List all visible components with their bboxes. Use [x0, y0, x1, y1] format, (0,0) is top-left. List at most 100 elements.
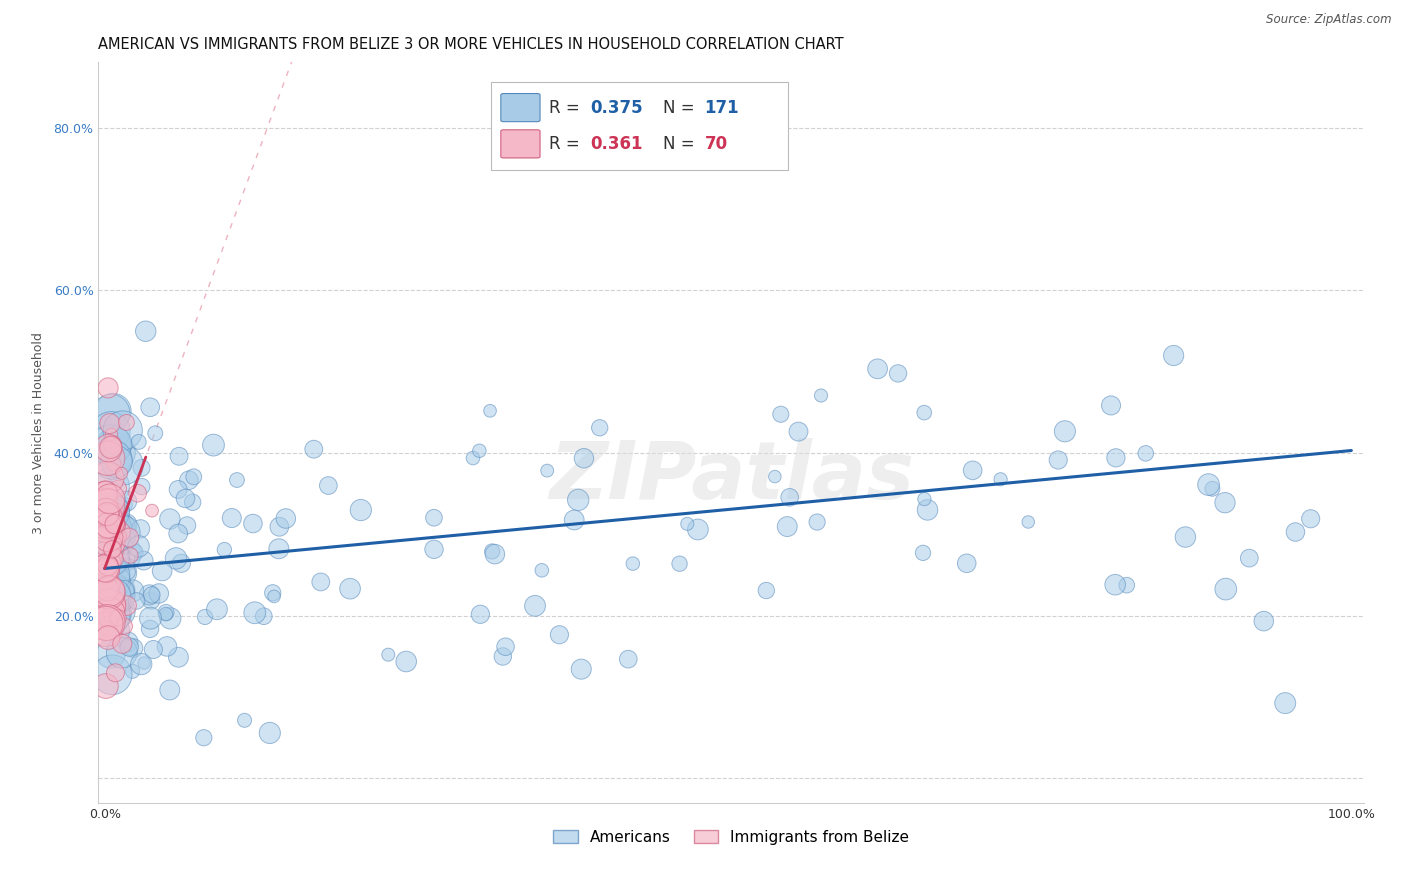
- Point: [155, 607, 177, 621]
- Point: [100, 528, 122, 542]
- Point: [183, 470, 205, 484]
- Point: [97, 518, 120, 533]
- Point: [562, 513, 585, 527]
- Point: [536, 464, 558, 478]
- Point: [112, 538, 135, 552]
- Point: [94, 505, 117, 519]
- Point: [104, 589, 127, 603]
- Point: [461, 450, 484, 465]
- Point: [481, 544, 503, 558]
- Point: [97, 558, 120, 573]
- Point: [962, 463, 984, 477]
- Point: [1017, 515, 1039, 529]
- Point: [127, 486, 149, 500]
- Point: [138, 588, 160, 602]
- Point: [110, 524, 132, 539]
- Point: [97, 531, 120, 545]
- Point: [104, 445, 127, 459]
- Point: [262, 586, 284, 600]
- Point: [548, 628, 571, 642]
- Point: [96, 514, 118, 528]
- Point: [205, 602, 228, 616]
- Point: [97, 441, 120, 455]
- Point: [117, 635, 139, 649]
- Point: [125, 594, 148, 608]
- Point: [132, 553, 155, 567]
- Point: [124, 545, 146, 559]
- Point: [132, 656, 155, 670]
- Point: [763, 469, 786, 483]
- FancyBboxPatch shape: [491, 82, 787, 169]
- Point: [141, 588, 163, 602]
- Point: [131, 461, 153, 475]
- Point: [120, 549, 142, 563]
- Point: [100, 505, 122, 519]
- Point: [170, 557, 193, 571]
- Point: [107, 482, 129, 496]
- Point: [1213, 496, 1236, 510]
- Point: [97, 577, 120, 591]
- Point: [309, 574, 332, 589]
- Point: [108, 529, 131, 543]
- Point: [141, 593, 163, 607]
- Point: [111, 525, 134, 540]
- Point: [103, 551, 125, 566]
- Point: [769, 407, 792, 421]
- Text: Source: ZipAtlas.com: Source: ZipAtlas.com: [1267, 13, 1392, 27]
- Point: [101, 668, 124, 682]
- Point: [1163, 349, 1185, 363]
- FancyBboxPatch shape: [501, 130, 540, 158]
- Point: [221, 511, 243, 525]
- Point: [104, 539, 127, 553]
- Point: [98, 508, 121, 522]
- Point: [118, 640, 141, 654]
- Text: ZIPatlas: ZIPatlas: [548, 438, 914, 516]
- Point: [104, 516, 127, 530]
- Point: [156, 640, 179, 654]
- Point: [128, 539, 150, 553]
- Point: [110, 527, 132, 541]
- Point: [96, 582, 118, 597]
- Point: [111, 566, 134, 580]
- Point: [866, 361, 889, 376]
- Point: [100, 438, 122, 452]
- Point: [121, 665, 143, 679]
- Point: [105, 536, 128, 550]
- Point: [233, 714, 256, 728]
- Point: [94, 569, 117, 583]
- Point: [1099, 399, 1122, 413]
- Point: [423, 542, 446, 557]
- Point: [94, 558, 117, 573]
- Point: [104, 519, 127, 533]
- Point: [121, 583, 143, 598]
- Point: [100, 479, 122, 493]
- Text: 70: 70: [704, 135, 728, 153]
- Point: [806, 515, 828, 529]
- Point: [105, 517, 128, 532]
- Point: [495, 640, 517, 654]
- Point: [194, 610, 217, 624]
- Point: [128, 434, 150, 449]
- Point: [668, 557, 690, 571]
- Point: [1253, 614, 1275, 628]
- Point: [267, 541, 290, 556]
- Point: [956, 556, 979, 570]
- Point: [97, 586, 120, 600]
- Point: [131, 479, 153, 493]
- Point: [524, 599, 547, 613]
- Point: [114, 498, 136, 512]
- Point: [115, 599, 138, 613]
- Point: [1284, 524, 1306, 539]
- Point: [100, 606, 122, 620]
- Point: [96, 563, 118, 577]
- Text: 171: 171: [704, 99, 740, 117]
- Point: [100, 550, 122, 565]
- Point: [97, 451, 120, 466]
- Point: [97, 631, 120, 645]
- Point: [139, 401, 162, 415]
- Point: [105, 516, 128, 530]
- Point: [104, 517, 127, 532]
- Point: [142, 642, 165, 657]
- Text: 0.361: 0.361: [591, 135, 643, 153]
- Point: [96, 471, 118, 485]
